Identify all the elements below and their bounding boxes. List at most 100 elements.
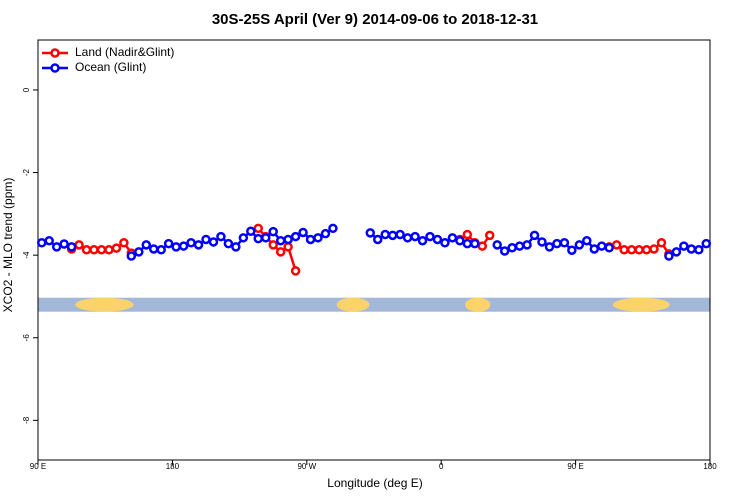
data-point [417,235,428,246]
data-point [260,233,271,243]
data-point [604,242,614,253]
data-point [275,247,286,257]
plot-frame [37,39,711,461]
data-point [701,238,712,249]
data-point [440,238,450,248]
data-point [499,246,510,256]
data-point [574,240,585,250]
x-tick-label: 90 E [30,462,46,471]
data-point [328,223,338,234]
data-point [544,242,555,252]
data-point [432,234,443,245]
data-point [313,233,323,243]
data-point [694,245,704,255]
data-point [126,251,137,261]
data-point [208,237,219,247]
data-point [552,238,562,249]
data-point [522,240,532,250]
data-point [171,242,181,252]
data-point [634,245,644,255]
x-tick-label: 180 [703,462,717,471]
data-point [59,239,69,249]
data-point [44,235,54,246]
y-tick-label: -4 [22,251,31,259]
data-point [679,241,689,251]
data-point [163,238,174,249]
data-point [96,245,107,255]
data-point [664,251,674,261]
data-point [447,233,458,243]
data-point [410,231,420,242]
y-tick-label: -6 [22,334,31,342]
data-point [582,235,592,246]
data-point [66,242,77,252]
data-point [649,244,659,254]
data-point [298,227,308,238]
data-point [619,245,629,255]
data-point [671,247,682,257]
data-point [559,238,570,248]
data-point [387,230,398,241]
data-point [193,240,204,250]
y-tick-label: 0 [22,87,31,92]
data-point [529,230,540,241]
data-point [290,266,301,276]
data-point [223,238,234,249]
data-point [462,229,473,240]
data-point [395,229,405,240]
x-tick-label: 90 E [567,462,583,471]
x-tick-label: 180 [166,462,180,471]
data-point [186,238,196,248]
land-segment [465,297,491,312]
x-axis-label: Longitude (deg E) [327,476,422,490]
data-point [320,228,331,239]
data-point [656,238,667,248]
data-point [484,230,495,241]
data-point [134,247,144,257]
data-point [462,238,473,249]
data-point [246,226,256,236]
data-point [36,238,47,248]
data-point [238,233,249,243]
legend-marker [50,63,60,73]
x-tick-label: 90 W [297,462,316,471]
data-point [253,223,264,234]
data-point [156,245,166,255]
data-point [283,234,293,245]
data-point [596,241,607,251]
y-axis-label: XCO2 - MLO trend (ppm) [1,178,15,313]
data-point [148,244,159,254]
x-tick-label: 0 [439,462,444,471]
land-segment [612,297,670,312]
data-point [425,231,435,242]
data-point [74,240,84,250]
data-point [104,245,114,255]
data-point [275,235,286,246]
data-point [201,234,211,245]
data-point [626,245,637,255]
data-point [470,238,480,249]
data-point [477,241,488,251]
data-point [611,240,622,250]
data-point [119,238,129,248]
data-point [686,244,697,254]
ocean-band [38,297,710,312]
data-point [283,242,293,252]
y-tick-label: -8 [22,416,31,424]
data-point [216,231,226,242]
y-tick-label: -2 [22,168,31,176]
land-segment [336,297,370,312]
data-point [268,240,278,250]
data-point [507,242,517,253]
data-point [290,231,301,242]
data-point [81,245,92,255]
data-point [402,233,413,243]
data-point [178,241,189,251]
legend-label: Ocean (Glint) [75,60,146,74]
land-segment [75,297,134,312]
data-point [111,243,122,253]
data-point [455,235,465,246]
data-point [51,242,62,252]
legend-label: Land (Nadir&Glint) [75,45,174,59]
